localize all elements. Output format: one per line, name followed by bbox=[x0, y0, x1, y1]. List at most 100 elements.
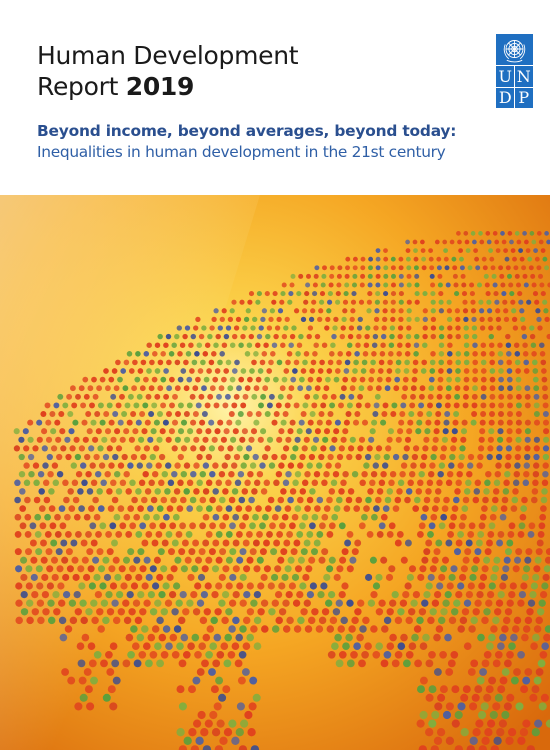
globe-dot bbox=[368, 256, 374, 262]
globe-dot bbox=[38, 488, 45, 495]
globe-dot bbox=[500, 573, 508, 581]
globe-dot bbox=[258, 325, 264, 331]
globe-dot bbox=[13, 445, 21, 452]
globe-dot bbox=[190, 333, 197, 340]
globe-dot bbox=[373, 325, 379, 331]
globe-dot bbox=[414, 282, 420, 288]
globe-dot bbox=[537, 608, 545, 616]
globe-dot bbox=[426, 479, 434, 487]
globe-dot bbox=[404, 582, 412, 590]
globe-dot bbox=[328, 488, 336, 495]
globe-dot bbox=[15, 599, 23, 607]
globe-dot bbox=[211, 590, 219, 599]
globe-dot bbox=[117, 608, 126, 616]
globe-dot bbox=[469, 736, 478, 745]
globe-dot bbox=[506, 650, 514, 659]
globe-dot bbox=[477, 445, 485, 452]
globe-dot bbox=[209, 642, 218, 651]
globe-dot bbox=[186, 479, 194, 487]
globe-dot bbox=[213, 342, 219, 348]
globe-dot bbox=[489, 368, 496, 374]
globe-dot bbox=[543, 436, 550, 443]
globe-dot bbox=[392, 453, 400, 461]
globe-dot bbox=[471, 393, 478, 400]
globe-dot bbox=[390, 308, 396, 314]
globe-dot bbox=[532, 479, 539, 487]
globe-dot bbox=[414, 333, 420, 340]
globe-dot bbox=[421, 265, 427, 271]
globe-dot bbox=[358, 436, 366, 443]
globe-dot bbox=[71, 402, 78, 409]
globe-dot bbox=[488, 325, 494, 331]
globe-dot bbox=[220, 642, 229, 651]
globe-dot bbox=[37, 616, 45, 625]
globe-dot bbox=[247, 299, 253, 305]
globe-dot bbox=[220, 436, 227, 443]
globe-dot bbox=[325, 419, 332, 426]
globe-dot bbox=[70, 539, 78, 547]
globe-dot bbox=[117, 462, 125, 469]
globe-dot bbox=[71, 556, 79, 564]
globe-dot bbox=[437, 376, 444, 383]
globe-dot bbox=[513, 668, 521, 676]
globe-dot bbox=[530, 582, 539, 590]
globe-dot bbox=[514, 231, 520, 236]
globe-dot bbox=[60, 539, 68, 547]
globe-dot bbox=[239, 299, 245, 305]
globe-dot bbox=[350, 650, 358, 659]
globe-dot bbox=[205, 530, 213, 538]
globe-dot bbox=[518, 590, 527, 599]
globe-dot bbox=[494, 693, 503, 702]
globe-dot bbox=[494, 608, 502, 616]
globe-dot bbox=[178, 745, 188, 750]
globe-dot bbox=[480, 368, 487, 374]
globe-dot bbox=[154, 393, 161, 400]
globe-dot bbox=[394, 496, 402, 504]
globe-dot bbox=[99, 376, 106, 383]
globe-dot bbox=[223, 428, 230, 435]
globe-dot bbox=[326, 496, 333, 504]
globe-dot bbox=[231, 642, 240, 651]
globe-dot bbox=[256, 530, 263, 538]
globe-dot bbox=[501, 291, 507, 297]
globe-dot bbox=[231, 299, 237, 305]
globe-dot bbox=[94, 411, 101, 417]
globe-dot bbox=[129, 522, 137, 530]
globe-dot bbox=[184, 436, 191, 443]
globe-dot bbox=[171, 539, 179, 547]
globe-dot bbox=[517, 530, 525, 538]
globe-dot bbox=[393, 385, 400, 392]
globe-dot bbox=[241, 488, 249, 495]
globe-dot bbox=[434, 488, 442, 495]
globe-dot bbox=[297, 556, 305, 564]
globe-dot bbox=[323, 428, 331, 435]
globe-dot bbox=[83, 513, 91, 521]
globe-dot bbox=[449, 453, 456, 461]
globe-dot bbox=[14, 548, 22, 556]
globe-dot bbox=[194, 556, 203, 564]
globe-dot bbox=[542, 256, 548, 262]
globe-dot bbox=[507, 273, 512, 279]
globe-dot bbox=[485, 231, 491, 236]
globe-dot bbox=[260, 573, 268, 581]
globe-dot bbox=[50, 445, 58, 452]
globe-dot bbox=[519, 728, 529, 737]
globe-dot bbox=[283, 368, 290, 374]
globe-dot bbox=[40, 411, 47, 417]
globe-dot bbox=[171, 650, 180, 659]
globe-dot bbox=[62, 573, 70, 581]
globe-dot bbox=[239, 548, 247, 556]
globe-dot bbox=[534, 256, 540, 262]
globe-dot bbox=[171, 419, 179, 426]
globe-dot bbox=[209, 325, 215, 331]
globe-dot bbox=[473, 248, 478, 253]
globe-dot bbox=[103, 411, 110, 417]
globe-dot bbox=[418, 745, 427, 750]
globe-dot bbox=[365, 573, 373, 581]
globe-dot bbox=[380, 659, 389, 668]
globe-dot bbox=[489, 376, 496, 383]
globe-dot bbox=[522, 342, 528, 348]
globe-dot bbox=[87, 642, 96, 651]
globe-dot bbox=[462, 685, 471, 694]
globe-dot bbox=[436, 728, 446, 737]
